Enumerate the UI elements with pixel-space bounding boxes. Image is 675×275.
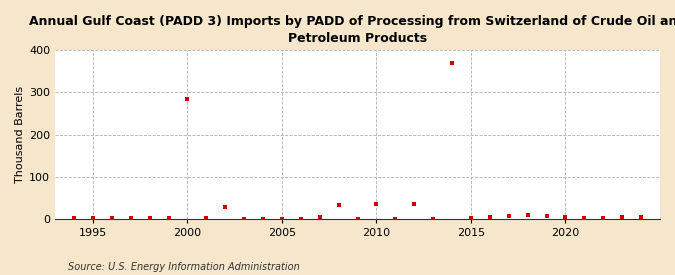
Point [560, 215, 571, 219]
Point [126, 216, 136, 220]
Point [277, 217, 288, 221]
Point [220, 205, 231, 209]
Point [466, 216, 477, 220]
Point [409, 202, 420, 207]
Point [315, 215, 325, 219]
Point [598, 216, 609, 220]
Point [428, 217, 439, 221]
Point [447, 61, 458, 65]
Point [182, 97, 193, 101]
Point [390, 217, 401, 221]
Point [239, 217, 250, 221]
Point [541, 213, 552, 218]
Point [296, 217, 306, 221]
Point [371, 202, 382, 207]
Point [144, 216, 155, 220]
Point [504, 213, 514, 218]
Point [333, 203, 344, 207]
Point [636, 215, 647, 219]
Point [163, 216, 174, 220]
Point [617, 215, 628, 219]
Y-axis label: Thousand Barrels: Thousand Barrels [15, 86, 25, 183]
Point [107, 216, 117, 220]
Title: Annual Gulf Coast (PADD 3) Imports by PADD of Processing from Switzerland of Cru: Annual Gulf Coast (PADD 3) Imports by PA… [29, 15, 675, 45]
Point [522, 213, 533, 217]
Point [352, 217, 363, 221]
Point [88, 216, 99, 220]
Point [69, 216, 80, 220]
Point [485, 215, 495, 219]
Point [579, 216, 590, 220]
Point [201, 216, 212, 220]
Point [258, 217, 269, 221]
Text: Source: U.S. Energy Information Administration: Source: U.S. Energy Information Administ… [68, 262, 299, 272]
